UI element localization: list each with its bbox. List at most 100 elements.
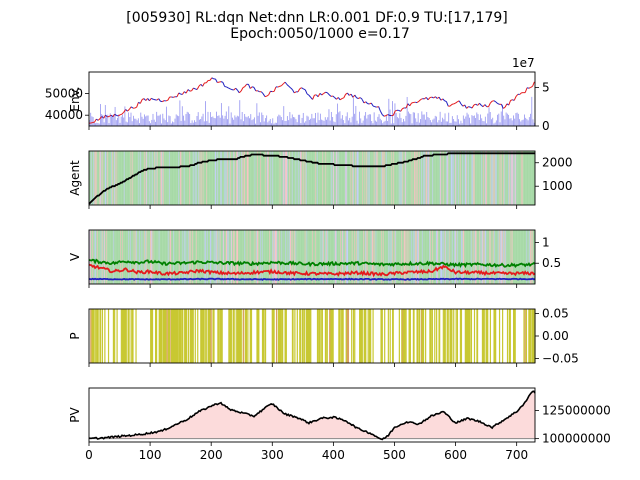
action-shade	[236, 230, 238, 284]
volume-bar	[317, 112, 319, 126]
action-shade	[388, 151, 390, 205]
action-shade	[171, 230, 173, 284]
volume-bar	[260, 122, 261, 126]
price-segment	[242, 86, 246, 89]
action-shade	[440, 230, 442, 284]
action-shade	[484, 230, 486, 284]
action-shade	[438, 151, 440, 205]
action-shade	[174, 230, 176, 284]
action-shade	[437, 230, 439, 284]
action-shade	[220, 151, 222, 205]
action-shade	[443, 151, 445, 205]
action-shade	[154, 151, 156, 205]
policy-bar	[531, 309, 535, 363]
action-shade	[442, 151, 444, 205]
action-shade	[451, 230, 453, 284]
action-shade	[107, 230, 109, 284]
volume-bar	[524, 114, 525, 126]
action-shade	[223, 151, 225, 205]
action-shade	[530, 151, 532, 205]
action-shade	[378, 151, 380, 205]
policy-ylabel: P	[68, 332, 82, 339]
price-segment	[165, 99, 169, 102]
action-shade	[424, 230, 426, 284]
action-shade	[451, 151, 453, 205]
action-shade	[317, 230, 319, 284]
action-shade	[408, 230, 410, 284]
action-shade	[323, 151, 325, 205]
action-shade	[483, 230, 484, 284]
action-shade	[262, 151, 264, 205]
action-shade	[330, 151, 332, 205]
action-shade	[268, 230, 270, 284]
price-segment	[294, 91, 297, 94]
action-shade	[119, 230, 121, 284]
volume-bar	[462, 115, 464, 126]
action-shade	[195, 151, 197, 205]
price-segment	[532, 81, 535, 87]
action-shade	[497, 230, 499, 284]
volume-bar	[141, 116, 143, 126]
volume-bar	[137, 118, 139, 126]
policy-bar	[250, 309, 252, 363]
policy-bar	[104, 309, 106, 363]
action-shade	[170, 151, 172, 205]
action-shade	[234, 151, 236, 205]
action-shade	[264, 151, 266, 205]
policy-bar	[217, 309, 219, 363]
volume-bar	[228, 106, 230, 126]
action-shade	[174, 151, 176, 205]
action-shade	[185, 230, 187, 284]
action-shade	[275, 230, 277, 284]
policy-bar	[250, 309, 253, 363]
volume-bar	[134, 118, 136, 126]
price-segment	[290, 87, 293, 90]
action-shade	[531, 151, 533, 205]
action-shade	[432, 151, 434, 205]
action-shade	[107, 151, 109, 205]
action-shade	[366, 230, 368, 284]
price-segment	[466, 106, 469, 109]
action-shade	[471, 151, 473, 205]
action-shade	[458, 151, 460, 205]
action-shade	[509, 151, 511, 205]
action-shade	[428, 151, 429, 205]
action-shade	[203, 230, 205, 284]
action-shade	[254, 151, 256, 205]
action-shade	[478, 230, 480, 284]
action-shade	[337, 230, 339, 284]
price-segment	[244, 83, 248, 87]
action-shade	[472, 151, 473, 205]
price-segment	[127, 109, 130, 112]
policy-bar	[340, 309, 342, 363]
action-shade	[279, 151, 280, 205]
action-shade	[392, 151, 394, 205]
action-shade	[114, 230, 116, 284]
action-shade	[326, 230, 328, 284]
action-shade	[194, 151, 196, 205]
action-shade	[516, 230, 518, 284]
action-shade	[184, 230, 186, 284]
action-shade	[140, 230, 142, 284]
policy-bar	[362, 309, 364, 363]
policy-bar	[258, 309, 260, 363]
pv-ytick-label: 100000000	[542, 432, 611, 446]
policy-bar	[360, 309, 362, 363]
action-shade	[92, 151, 93, 205]
volume-bar	[229, 123, 231, 126]
action-shade	[169, 230, 171, 284]
volume-bar	[219, 117, 221, 126]
action-shade	[181, 151, 183, 205]
action-shade	[319, 230, 321, 284]
action-shade	[294, 230, 296, 284]
action-shade	[510, 230, 512, 284]
action-shade	[359, 151, 361, 205]
action-shade	[470, 151, 472, 205]
action-shade	[142, 230, 144, 284]
action-shade	[217, 230, 219, 284]
action-shade	[453, 151, 455, 205]
price-segment	[182, 91, 185, 95]
action-shade	[112, 230, 114, 284]
action-shade	[195, 151, 197, 205]
action-shade	[486, 230, 488, 284]
